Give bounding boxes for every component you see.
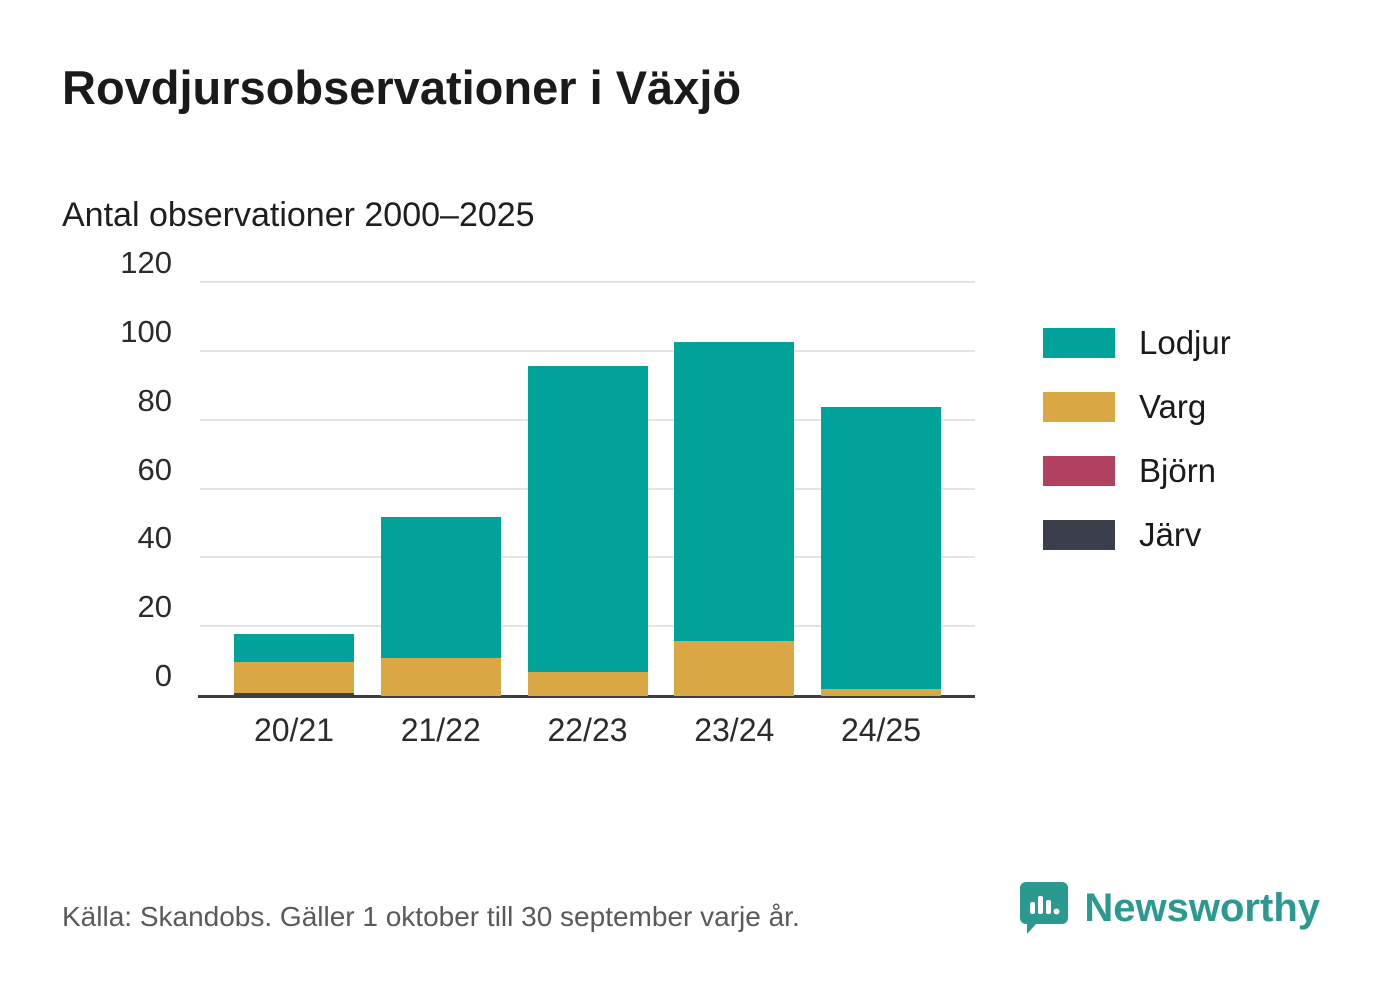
chart-plot-area: 20/21 21/22 22/23 23/24 24/25 0 20 40 60 80 100 12… <box>120 245 975 748</box>
bar-23-24 <box>674 283 795 696</box>
x-tick-label-22-23: 22/23 <box>547 712 628 748</box>
legend-item-varg: Varg <box>1043 388 1231 426</box>
bar-22-23 <box>527 283 648 696</box>
chart-subtitle: Antal observationer 2000–2025 <box>62 196 535 234</box>
y-tick-label-20: 20 <box>137 589 172 625</box>
legend-swatch-lodjur <box>1043 328 1115 358</box>
y-tick-label-120: 120 <box>120 245 172 280</box>
x-tick-label-20-21: 20/21 <box>253 712 335 748</box>
legend-swatch-järv <box>1043 520 1115 550</box>
legend-label-björn: Björn <box>1139 452 1217 489</box>
bar-segment-varg-20-21 <box>234 661 354 693</box>
legend-swatch-varg <box>1043 392 1115 422</box>
x-axis-baseline <box>198 695 975 698</box>
x-tick-label-21-22: 21/22 <box>400 712 481 748</box>
bar-24-25 <box>821 283 941 696</box>
y-tick-label-80: 80 <box>137 382 172 418</box>
newsworthy-logo-icon <box>1018 880 1070 936</box>
legend-label-lodjur: Lodjur <box>1139 324 1231 361</box>
bar-segment-lodjur-23-24 <box>674 341 795 641</box>
legend-swatch-björn <box>1043 456 1115 486</box>
y-tick-label-100: 100 <box>120 313 172 349</box>
bar-group <box>200 283 975 696</box>
x-tick-label-24-25: 24/25 <box>840 712 922 748</box>
page-title: Rovdjursobservationer i Växjö <box>62 61 742 114</box>
bar-segment-varg-21-22 <box>380 658 501 696</box>
legend-item-järv: Järv <box>1043 516 1231 554</box>
x-axis-labels: 20/21 21/22 22/23 23/24 24/25 <box>200 712 975 749</box>
legend-label-varg: Varg <box>1139 388 1207 425</box>
legend-item-lodjur: Lodjur <box>1043 324 1231 362</box>
bar-21-22 <box>380 283 501 696</box>
bar-segment-järv-20-21 <box>234 692 354 696</box>
legend-label-järv: Järv <box>1139 516 1202 553</box>
source-note: Källa: Skandobs. Gäller 1 oktober till 3… <box>62 901 800 932</box>
chart-legend: Lodjur Varg Björn Järv <box>1043 324 1231 554</box>
bar-segment-lodjur-20-21 <box>234 634 354 662</box>
brand-name: Newsworthy <box>1084 885 1320 930</box>
y-tick-label-60: 60 <box>137 451 172 487</box>
bar-segment-lodjur-22-23 <box>527 365 648 672</box>
bar-20-21 <box>234 283 354 696</box>
bar-segment-lodjur-24-25 <box>821 406 941 690</box>
brand-lockup: Newsworthy <box>1018 880 1320 936</box>
y-tick-label-0: 0 <box>154 658 172 693</box>
x-tick-label-23-24: 23/24 <box>694 712 775 748</box>
bar-segment-varg-23-24 <box>674 640 795 696</box>
gridline-y-120 <box>200 281 975 283</box>
bar-segment-lodjur-21-22 <box>380 517 501 659</box>
gridline-y-100 <box>200 349 975 352</box>
y-tick-label-40: 40 <box>137 520 172 556</box>
bar-segment-varg-22-23 <box>527 671 648 696</box>
legend-item-björn: Björn <box>1043 452 1231 490</box>
bar-segment-varg-24-25 <box>821 689 941 696</box>
